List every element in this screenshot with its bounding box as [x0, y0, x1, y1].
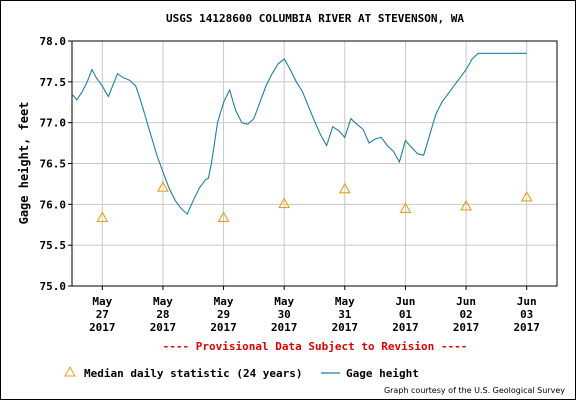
x-tick-label: 2017 [150, 321, 177, 334]
x-tick-label: 28 [156, 308, 169, 321]
median-markers [96, 181, 533, 222]
x-tick-label: 2017 [210, 321, 237, 334]
y-tick-label: 75.0 [40, 280, 67, 293]
y-axis-label: Gage height, feet [17, 102, 31, 225]
y-tick-label: 75.5 [40, 239, 67, 252]
x-tick-label: 2017 [332, 321, 359, 334]
grid-lines [72, 40, 557, 287]
x-tick-label: 29 [217, 308, 230, 321]
median-marker [460, 199, 472, 211]
median-marker [399, 202, 412, 213]
chart-title: USGS 14128600 COLUMBIA RIVER AT STEVENSO… [166, 12, 464, 25]
x-tick-label: May [92, 295, 112, 308]
y-tick-label: 78.0 [40, 35, 67, 48]
x-tick-label: 01 [399, 308, 413, 321]
x-tick-label: 27 [96, 308, 109, 321]
x-tick-label: 2017 [513, 321, 540, 334]
median-marker [338, 182, 351, 194]
x-tick-label: May [335, 295, 355, 308]
legend-gage-label: Gage height [346, 367, 419, 380]
credit-text: Graph courtesy of the U.S. Geological Su… [384, 386, 565, 395]
x-tick-label: May [153, 295, 173, 308]
y-tick-label: 77.5 [40, 76, 67, 89]
median-marker [278, 197, 291, 209]
y-tick-label: 77.0 [40, 117, 67, 130]
y-tick-label: 76.0 [40, 198, 67, 211]
x-tick-label: Jun [456, 295, 476, 308]
x-tick-label: May [274, 295, 294, 308]
legend: Median daily statistic (24 years) Gage h… [64, 365, 419, 380]
legend-median-label: Median daily statistic (24 years) [84, 367, 303, 380]
x-tick-label: 02 [459, 308, 472, 321]
x-tick-label: 2017 [453, 321, 480, 334]
median-marker [217, 211, 230, 222]
x-tick-label: 03 [520, 308, 533, 321]
x-tick-label: 31 [338, 308, 352, 321]
x-tick-label: May [214, 295, 234, 308]
x-tick-label: Jun [396, 295, 416, 308]
legend-triangle-marker [64, 365, 76, 377]
x-tick-label: 2017 [271, 321, 298, 334]
provisional-note: ---- Provisional Data Subject to Revisio… [163, 340, 468, 353]
x-tick-label: 30 [278, 308, 291, 321]
x-tick-label: 2017 [392, 321, 419, 334]
y-tick-label: 76.5 [40, 158, 67, 171]
median-marker [520, 190, 533, 202]
gage-height-line [71, 52, 527, 216]
x-tick-label: Jun [517, 295, 537, 308]
x-tick-label: 2017 [89, 321, 116, 334]
median-marker [157, 181, 169, 192]
x-tick-labels: May272017May282017May292017May302017May3… [89, 286, 540, 334]
y-tick-labels: 75.0 75.5 76.0 76.5 77.0 77.5 78.0 [40, 35, 72, 293]
median-marker [96, 211, 109, 222]
